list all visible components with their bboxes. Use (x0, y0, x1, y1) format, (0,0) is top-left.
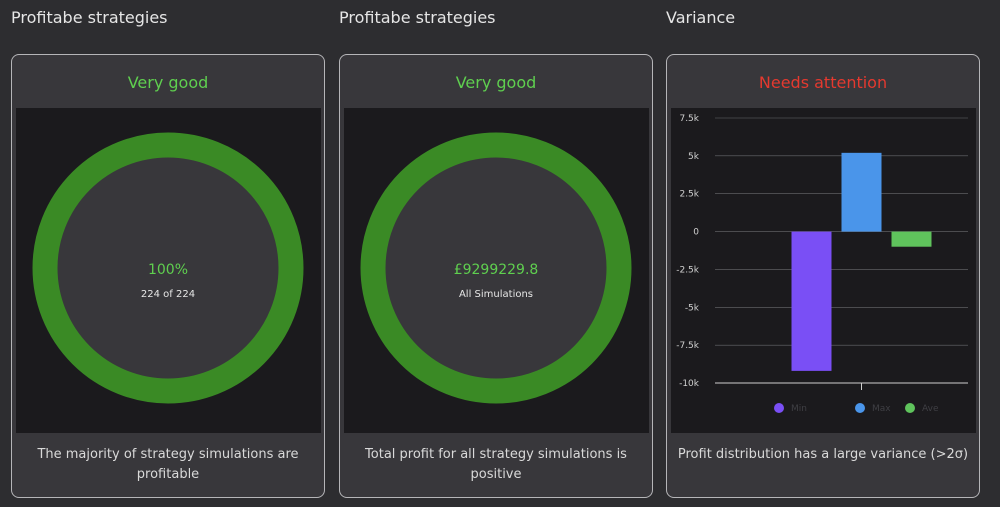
section-title: Variance (666, 8, 736, 27)
variance-bar-chart: 7.5k 5k 2.5k 0 -2.5k -5k -7.5k -10k Min Max Ave (676, 114, 968, 414)
y-tick-label: 2.5k (679, 190, 699, 200)
card-footer-text: The majority of strategy simulations are… (37, 447, 299, 482)
y-tick-label: -7.5k (676, 341, 700, 351)
card-footer-text: Total profit for all strategy simulation… (365, 447, 627, 482)
y-tick-label: -5k (685, 303, 700, 313)
donut-chart: 100% 224 of 224 (32, 132, 304, 404)
y-tick-label: -10k (679, 379, 700, 389)
donut-subtitle: 224 of 224 (141, 289, 195, 300)
donut-chart: £9299229.8 All Simulations (360, 132, 632, 404)
bar-ave[interactable] (891, 231, 932, 247)
donut-ring (32, 132, 304, 404)
card-body: Very good 100% 224 of 224 The majority o… (11, 54, 325, 498)
card-footer-text: Profit distribution has a large variance… (677, 447, 969, 462)
legend-marker-max (855, 403, 865, 413)
section-title: Profitabe strategies (11, 8, 168, 27)
status-label: Very good (127, 73, 209, 92)
legend-label-min[interactable]: Min (791, 404, 807, 414)
y-tick-label: 0 (693, 228, 699, 238)
donut-ring (360, 132, 632, 404)
section-title: Profitabe strategies (339, 8, 496, 27)
donut-value: 100% (148, 262, 188, 278)
bar-max[interactable] (841, 152, 882, 232)
legend-marker-min (774, 403, 784, 413)
donut-panel: 100% 224 of 224 (16, 108, 321, 433)
legend-label-ave[interactable]: Ave (922, 404, 939, 414)
donut-center (373, 145, 619, 391)
donut-center (45, 145, 291, 391)
y-tick-label: -2.5k (676, 265, 700, 275)
legend-label-max[interactable]: Max (872, 404, 891, 414)
status-label: Needs attention (758, 73, 888, 92)
status-label: Very good (455, 73, 537, 92)
legend-marker-ave (905, 403, 915, 413)
card-body: Very good £9299229.8 All Simulations Tot… (339, 54, 653, 498)
donut-value: £9299229.8 (454, 262, 539, 278)
variance-chart-panel: 7.5k 5k 2.5k 0 -2.5k -5k -7.5k -10k Min Max Ave (671, 108, 976, 433)
donut-panel: £9299229.8 All Simulations (344, 108, 649, 433)
card-body: Needs attention 7.5k 5k 2.5k 0 -2.5k -5k -7.5k… (666, 54, 980, 498)
y-tick-label: 5k (688, 152, 700, 162)
y-tick-label: 7.5k (679, 114, 699, 124)
donut-subtitle: All Simulations (459, 289, 533, 300)
bar-min[interactable] (791, 231, 832, 371)
